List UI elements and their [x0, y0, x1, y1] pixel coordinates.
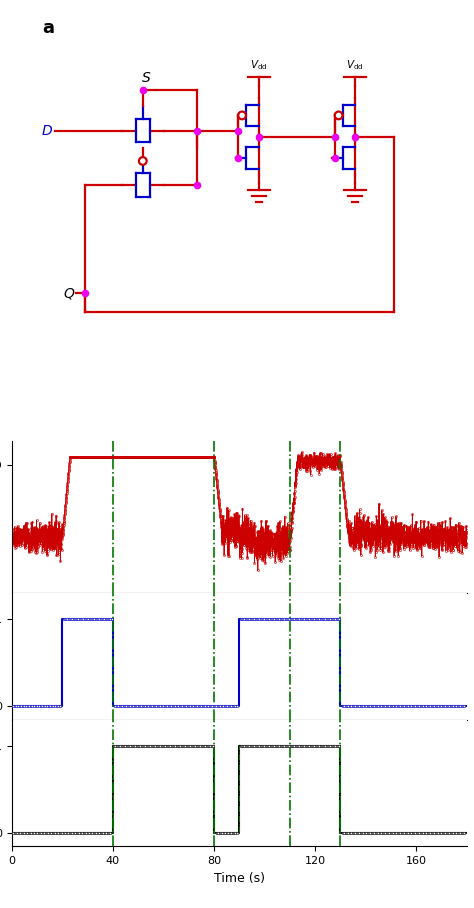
Circle shape — [238, 112, 246, 119]
Text: a: a — [42, 19, 55, 37]
Circle shape — [139, 157, 146, 165]
Text: $V_{\rm dd}$: $V_{\rm dd}$ — [346, 58, 364, 72]
Text: $D$: $D$ — [41, 123, 53, 138]
Text: $Q$: $Q$ — [63, 286, 75, 301]
Text: $V_{\rm dd}$: $V_{\rm dd}$ — [250, 58, 267, 72]
Circle shape — [335, 112, 343, 119]
X-axis label: Time (s): Time (s) — [214, 872, 265, 884]
Text: $S$: $S$ — [141, 71, 151, 84]
